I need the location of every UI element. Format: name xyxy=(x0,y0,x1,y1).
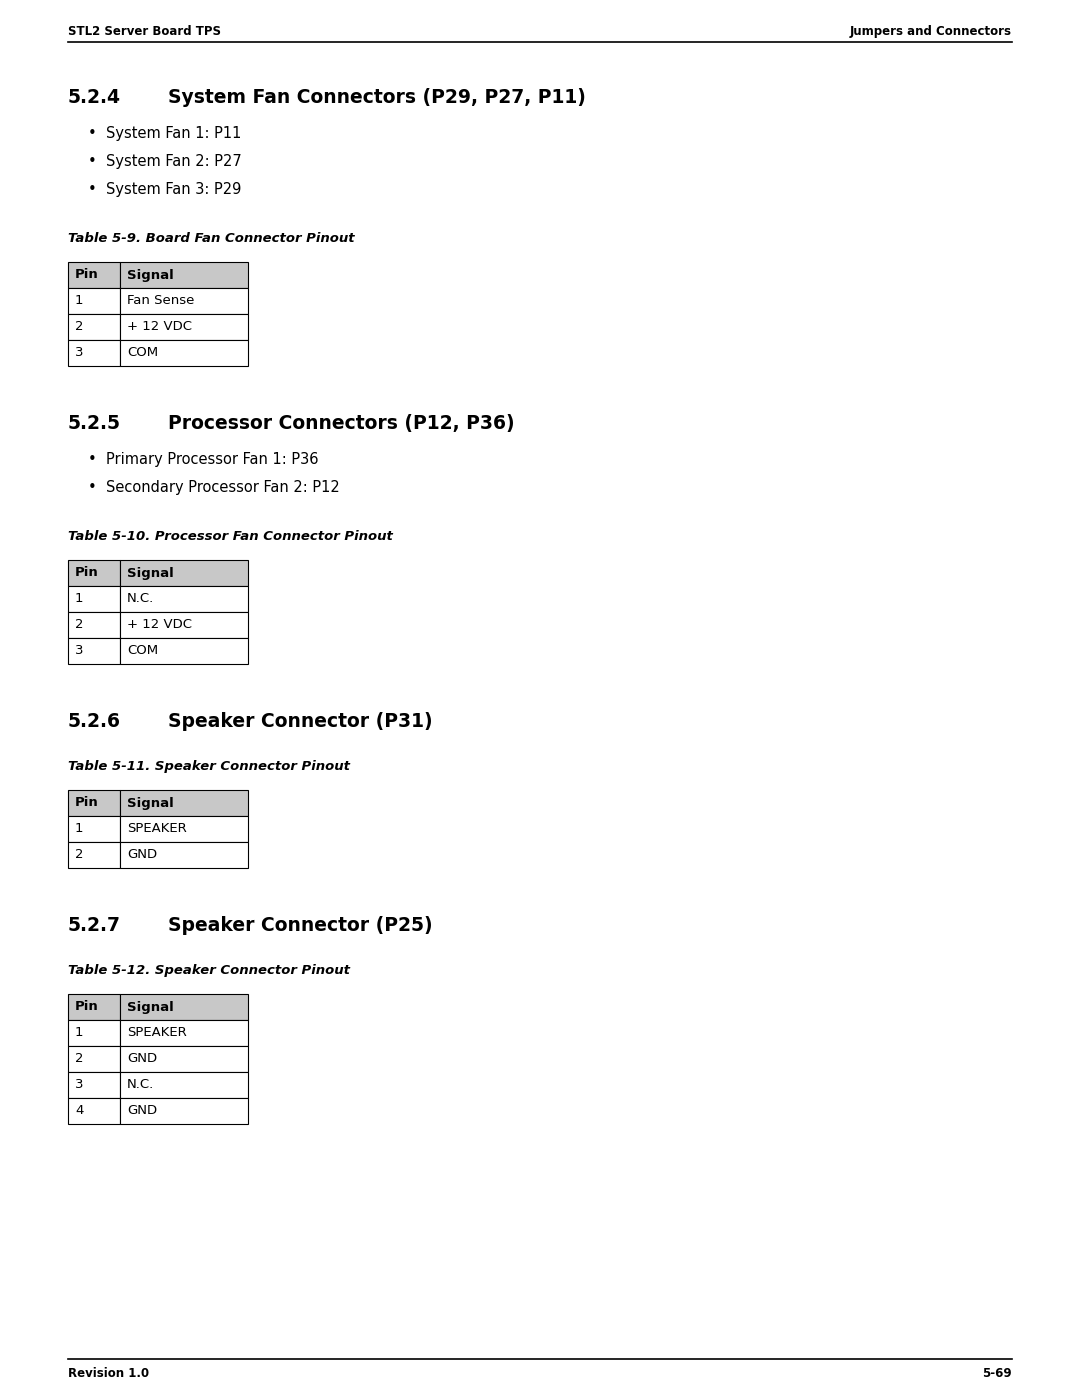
Text: •: • xyxy=(87,126,97,141)
Text: System Fan 1: P11: System Fan 1: P11 xyxy=(106,126,241,141)
Text: Table 5-12. Speaker Connector Pinout: Table 5-12. Speaker Connector Pinout xyxy=(68,964,350,977)
Text: Revision 1.0: Revision 1.0 xyxy=(68,1368,149,1380)
Text: 3: 3 xyxy=(75,346,83,359)
Bar xyxy=(120,995,248,1020)
Bar xyxy=(68,1046,120,1071)
Text: 5.2.6: 5.2.6 xyxy=(68,712,121,731)
Bar xyxy=(68,585,120,612)
Bar xyxy=(120,263,248,288)
Text: 4: 4 xyxy=(75,1105,83,1118)
Text: Processor Connectors (P12, P36): Processor Connectors (P12, P36) xyxy=(168,414,515,433)
Bar xyxy=(120,1046,248,1071)
Text: 3: 3 xyxy=(75,644,83,658)
Bar xyxy=(120,816,248,842)
Text: Speaker Connector (P31): Speaker Connector (P31) xyxy=(168,712,433,731)
Bar xyxy=(68,1098,120,1125)
Text: Signal: Signal xyxy=(127,1000,174,1013)
Text: 5.2.5: 5.2.5 xyxy=(68,414,121,433)
Text: 5.2.4: 5.2.4 xyxy=(68,88,121,108)
Text: System Fan 3: P29: System Fan 3: P29 xyxy=(106,182,241,197)
Text: System Fan Connectors (P29, P27, P11): System Fan Connectors (P29, P27, P11) xyxy=(168,88,585,108)
Bar xyxy=(68,263,120,288)
Text: 2: 2 xyxy=(75,1052,83,1066)
Bar xyxy=(120,339,248,366)
Bar xyxy=(68,1020,120,1046)
Text: Pin: Pin xyxy=(75,268,98,282)
Bar xyxy=(120,1020,248,1046)
Text: •: • xyxy=(87,154,97,169)
Bar xyxy=(68,995,120,1020)
Bar xyxy=(120,842,248,868)
Bar xyxy=(68,314,120,339)
Text: 1: 1 xyxy=(75,1027,83,1039)
Bar xyxy=(68,816,120,842)
Bar xyxy=(120,1098,248,1125)
Bar xyxy=(120,789,248,816)
Text: Table 5-9. Board Fan Connector Pinout: Table 5-9. Board Fan Connector Pinout xyxy=(68,232,354,244)
Text: Signal: Signal xyxy=(127,796,174,809)
Text: Primary Processor Fan 1: P36: Primary Processor Fan 1: P36 xyxy=(106,453,319,467)
Text: 2: 2 xyxy=(75,320,83,334)
Text: GND: GND xyxy=(127,1105,157,1118)
Text: 1: 1 xyxy=(75,823,83,835)
Text: SPEAKER: SPEAKER xyxy=(127,1027,187,1039)
Text: Pin: Pin xyxy=(75,796,98,809)
Text: N.C.: N.C. xyxy=(127,592,154,605)
Text: •: • xyxy=(87,481,97,495)
Text: COM: COM xyxy=(127,644,158,658)
Bar xyxy=(120,560,248,585)
Text: 1: 1 xyxy=(75,295,83,307)
Bar xyxy=(120,638,248,664)
Text: Table 5-11. Speaker Connector Pinout: Table 5-11. Speaker Connector Pinout xyxy=(68,760,350,773)
Bar xyxy=(120,1071,248,1098)
Bar xyxy=(68,339,120,366)
Bar xyxy=(120,314,248,339)
Bar xyxy=(68,1071,120,1098)
Text: Secondary Processor Fan 2: P12: Secondary Processor Fan 2: P12 xyxy=(106,481,340,495)
Text: Fan Sense: Fan Sense xyxy=(127,295,194,307)
Bar xyxy=(68,288,120,314)
Text: Jumpers and Connectors: Jumpers and Connectors xyxy=(850,25,1012,38)
Bar xyxy=(68,789,120,816)
Bar xyxy=(68,638,120,664)
Text: Table 5-10. Processor Fan Connector Pinout: Table 5-10. Processor Fan Connector Pino… xyxy=(68,529,393,543)
Bar xyxy=(120,585,248,612)
Bar xyxy=(68,612,120,638)
Text: •: • xyxy=(87,453,97,467)
Text: 2: 2 xyxy=(75,848,83,862)
Text: Pin: Pin xyxy=(75,567,98,580)
Text: + 12 VDC: + 12 VDC xyxy=(127,320,192,334)
Text: COM: COM xyxy=(127,346,158,359)
Text: Signal: Signal xyxy=(127,567,174,580)
Bar xyxy=(120,288,248,314)
Text: STL2 Server Board TPS: STL2 Server Board TPS xyxy=(68,25,221,38)
Bar xyxy=(68,842,120,868)
Text: Signal: Signal xyxy=(127,268,174,282)
Text: Speaker Connector (P25): Speaker Connector (P25) xyxy=(168,916,433,935)
Text: + 12 VDC: + 12 VDC xyxy=(127,619,192,631)
Text: System Fan 2: P27: System Fan 2: P27 xyxy=(106,154,242,169)
Text: GND: GND xyxy=(127,1052,157,1066)
Text: 5-69: 5-69 xyxy=(983,1368,1012,1380)
Text: N.C.: N.C. xyxy=(127,1078,154,1091)
Text: 3: 3 xyxy=(75,1078,83,1091)
Text: 2: 2 xyxy=(75,619,83,631)
Text: Pin: Pin xyxy=(75,1000,98,1013)
Bar xyxy=(120,612,248,638)
Text: 5.2.7: 5.2.7 xyxy=(68,916,121,935)
Text: SPEAKER: SPEAKER xyxy=(127,823,187,835)
Text: 1: 1 xyxy=(75,592,83,605)
Bar xyxy=(68,560,120,585)
Text: •: • xyxy=(87,182,97,197)
Text: GND: GND xyxy=(127,848,157,862)
